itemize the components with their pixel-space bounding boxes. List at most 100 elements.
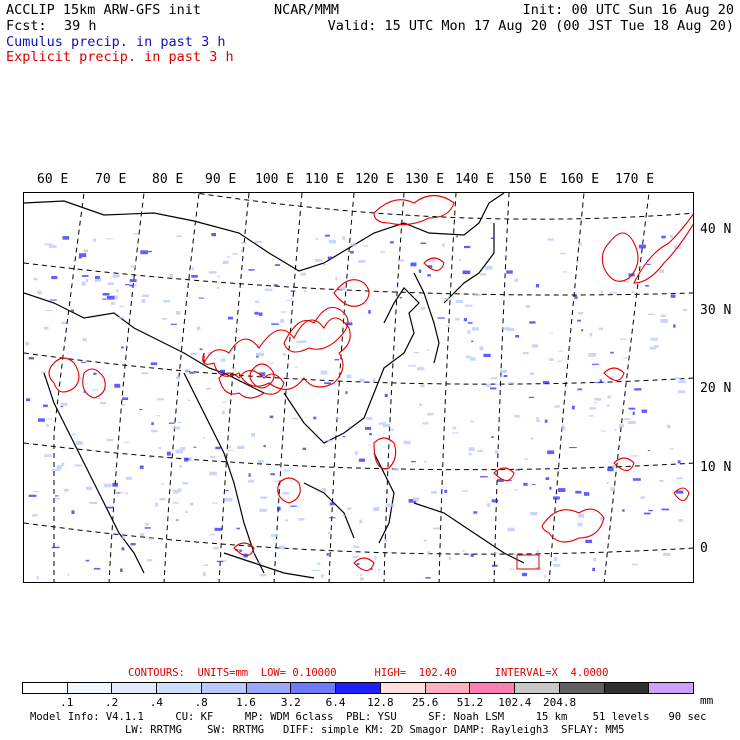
cumulus-precip-cell <box>660 314 666 318</box>
cumulus-precip-cell <box>473 511 478 514</box>
cumulus-precip-cell <box>40 371 46 373</box>
cumulus-precip-cell <box>225 497 233 502</box>
longitude-label: 170 E <box>615 172 655 187</box>
cumulus-precip-areas <box>25 233 688 581</box>
cumulus-precip-cell <box>497 478 504 482</box>
cumulus-precip-cell <box>646 263 651 265</box>
cumulus-precip-cell <box>329 502 335 506</box>
cumulus-precip-cell <box>380 251 386 253</box>
cumulus-precip-cell <box>241 242 246 244</box>
cumulus-precip-cell <box>193 446 197 448</box>
cumulus-precip-cell <box>532 484 536 486</box>
cumulus-precip-cell <box>160 483 165 485</box>
cumulus-precip-cell <box>280 311 287 313</box>
cumulus-precip-cell <box>678 519 683 522</box>
cumulus-precip-cell <box>515 469 520 471</box>
color-scale-unit: mm <box>700 694 714 707</box>
cumulus-precip-cell <box>619 338 627 340</box>
cumulus-precip-cell <box>607 395 611 399</box>
cumulus-precip-cell <box>674 377 681 380</box>
cumulus-precip-cell <box>358 260 366 263</box>
color-scale-tick: 204.8 <box>543 696 577 709</box>
cumulus-precip-cell <box>660 319 668 323</box>
cumulus-precip-cell <box>202 436 205 439</box>
forecast-label: Fcst: <box>6 18 47 34</box>
cumulus-precip-cell <box>112 482 118 487</box>
cumulus-precip-cell <box>291 417 299 420</box>
cumulus-precip-cell <box>215 446 221 450</box>
cumulus-precip-cell <box>231 253 239 255</box>
cumulus-precip-cell <box>298 518 305 521</box>
cumulus-precip-cell <box>175 519 179 521</box>
cumulus-precip-cell <box>479 346 484 351</box>
cumulus-precip-cell <box>123 441 130 443</box>
cumulus-precip-cell <box>102 298 107 300</box>
cumulus-precip-cell <box>577 311 584 315</box>
cumulus-precip-cell <box>312 569 321 571</box>
color-scale-tick: 3.2 <box>280 696 301 709</box>
cumulus-precip-cell <box>649 346 657 350</box>
cumulus-precip-cell <box>248 269 255 271</box>
cumulus-precip-cell <box>71 309 74 312</box>
cumulus-precip-cell <box>222 401 227 403</box>
cumulus-precip-cell <box>210 456 216 459</box>
cumulus-precip-cell <box>258 312 263 316</box>
cumulus-precip-cell <box>107 282 114 286</box>
latitude-label: 10 N <box>700 460 732 475</box>
cumulus-precip-cell <box>282 492 289 495</box>
cumulus-precip-cell <box>352 555 359 559</box>
cumulus-precip-cell <box>393 468 399 471</box>
cumulus-precip-cell <box>282 353 287 356</box>
cumulus-precip-cell <box>89 501 97 504</box>
color-swatch <box>425 683 471 693</box>
latitude-label: 0 <box>700 541 708 556</box>
cumulus-precip-cell <box>678 380 687 384</box>
cumulus-precip-cell <box>184 457 189 462</box>
cumulus-precip-cell <box>198 297 205 299</box>
cumulus-precip-cell <box>61 321 67 325</box>
cumulus-precip-cell <box>321 487 326 492</box>
cumulus-precip-cell <box>452 426 457 430</box>
cumulus-precip-cell <box>33 490 39 493</box>
cumulus-precip-cell <box>190 352 198 355</box>
cumulus-precip-cell <box>166 451 171 456</box>
cumulus-precip-cell <box>474 293 481 297</box>
cumulus-precip-cell <box>290 290 296 292</box>
cumulus-precip-cell <box>426 349 430 351</box>
cumulus-precip-cell <box>547 238 555 241</box>
cumulus-precip-cell <box>303 290 307 293</box>
cumulus-precip-cell <box>606 482 609 485</box>
cumulus-precip-cell <box>102 293 110 296</box>
cumulus-precip-cell <box>25 341 30 346</box>
cumulus-precip-cell <box>175 311 181 315</box>
cumulus-precip-cell <box>522 351 529 355</box>
cumulus-precip-cell <box>600 430 607 432</box>
cumulus-precip-cell <box>627 421 636 424</box>
cumulus-precip-cell <box>110 302 116 305</box>
cumulus-precip-cell <box>487 503 491 507</box>
cumulus-precip-cell <box>313 416 317 420</box>
cumulus-precip-cell <box>577 243 582 246</box>
cumulus-legend-label: Cumulus precip. in past 3 h <box>6 34 226 50</box>
cumulus-precip-cell <box>356 563 360 565</box>
cumulus-precip-cell <box>144 527 151 529</box>
cumulus-precip-cell <box>677 390 685 394</box>
cumulus-precip-cell <box>342 435 346 438</box>
cumulus-precip-cell <box>345 322 353 326</box>
cumulus-precip-cell <box>347 426 351 429</box>
cumulus-precip-cell <box>156 415 160 417</box>
cumulus-precip-cell <box>125 476 133 480</box>
cumulus-precip-cell <box>444 489 448 493</box>
cumulus-precip-cell <box>463 318 467 322</box>
cumulus-precip-cell <box>300 340 307 343</box>
cumulus-precip-cell <box>359 378 365 382</box>
cumulus-precip-cell <box>363 381 370 383</box>
cumulus-precip-cell <box>378 568 381 571</box>
cumulus-precip-cell <box>532 344 539 348</box>
cumulus-precip-cell <box>124 492 128 495</box>
cumulus-precip-cell <box>589 332 593 337</box>
color-scale-tick: .2 <box>104 696 119 709</box>
cumulus-precip-cell <box>196 326 201 331</box>
cumulus-precip-cell <box>353 545 360 549</box>
cumulus-precip-cell <box>456 300 463 304</box>
